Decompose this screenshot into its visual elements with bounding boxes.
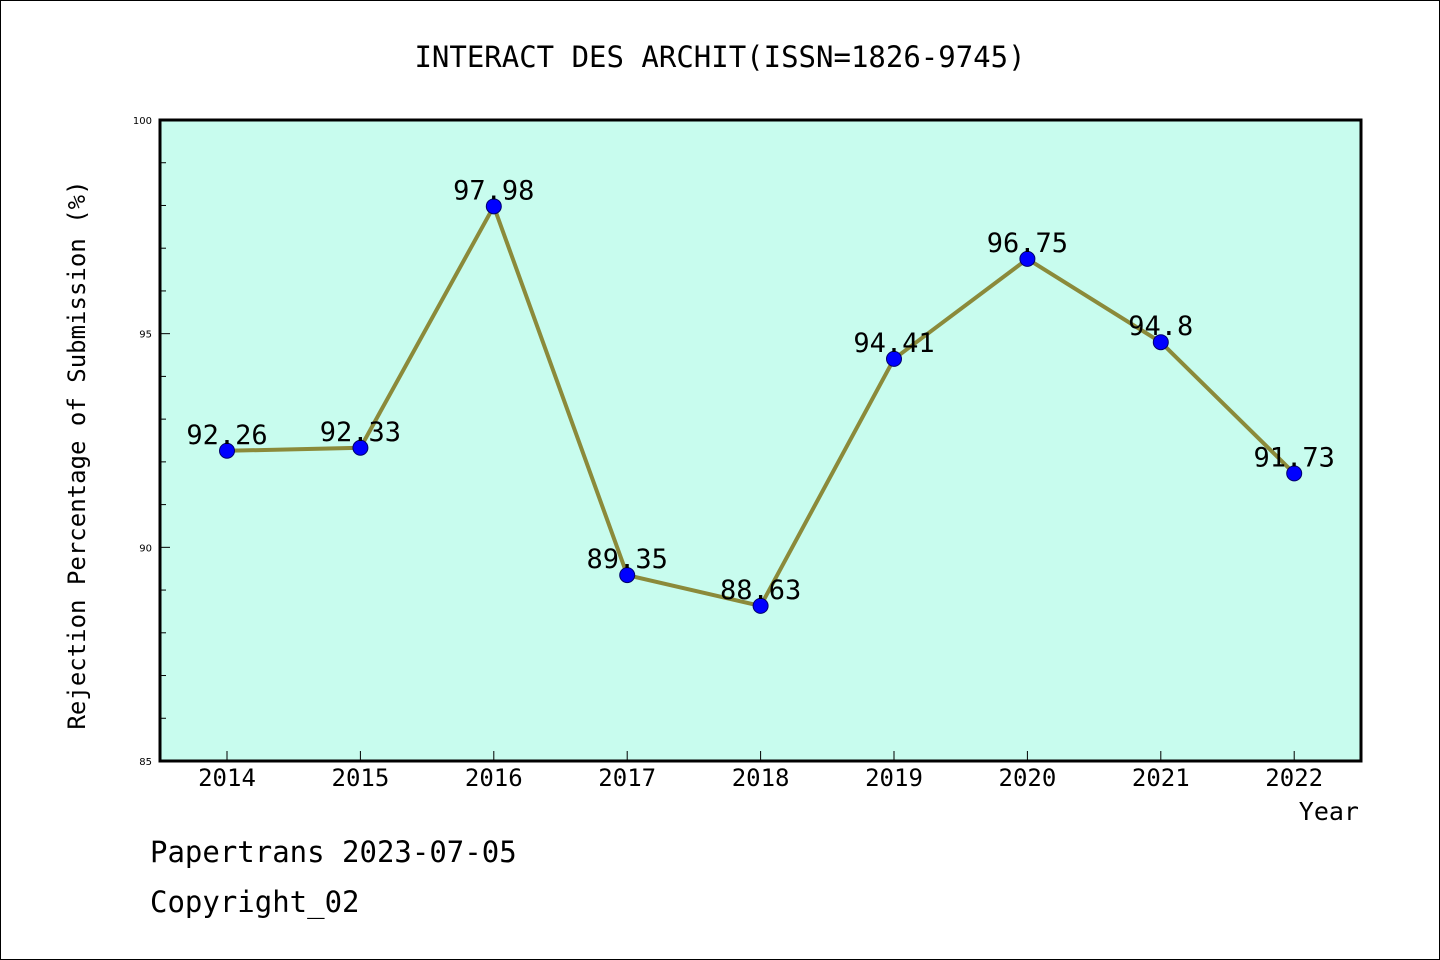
data-point [1152, 334, 1169, 351]
data-point [1286, 465, 1303, 482]
y-axis: 85 90 95 100 [133, 116, 170, 768]
x-tick-label: 2016 [465, 764, 523, 792]
x-tick-label: 2015 [332, 764, 390, 792]
x-tick-label: 2020 [999, 764, 1057, 792]
x-tick-label: 2017 [598, 764, 656, 792]
data-label: 97.98 [453, 175, 534, 206]
x-tick-label: 2021 [1132, 764, 1190, 792]
data-point [619, 567, 636, 584]
data-point [219, 442, 235, 459]
data-label: 89.35 [587, 544, 668, 575]
data-label: 92.33 [320, 417, 401, 448]
y-tick-label: 90 [139, 543, 152, 554]
y-tick-label: 95 [139, 330, 152, 341]
data-point [752, 597, 769, 614]
data-markers [219, 198, 1303, 614]
footer-date: Papertrans 2023-07-05 [150, 835, 517, 869]
data-label: 96.75 [987, 228, 1068, 259]
data-point [352, 439, 369, 456]
x-axis-label: Year [1299, 797, 1359, 826]
data-label: 91.73 [1254, 442, 1335, 473]
y-axis-label: Rejection Percentage of Submission (%) [63, 180, 91, 729]
data-label: 92.26 [186, 420, 267, 451]
x-axis: 2014 2015 2016 2017 2018 2019 2020 2021 2022 [198, 751, 1323, 792]
x-tick-label: 2014 [198, 764, 256, 792]
data-label: 88.63 [720, 575, 801, 606]
data-label: 94.8 [1128, 311, 1193, 342]
y-tick-label: 100 [133, 116, 152, 127]
data-point [1019, 250, 1036, 267]
x-tick-label: 2022 [1265, 764, 1323, 792]
data-label: 94.41 [853, 328, 934, 359]
data-point [886, 350, 902, 367]
data-point [485, 198, 502, 215]
footer-copyright: Copyright_02 [150, 885, 360, 919]
y-tick-label: 85 [139, 757, 152, 768]
data-labels: 92.26 92.33 97.98 89.35 88.63 94.41 96.75 94.8 9… [186, 175, 1334, 606]
x-tick-label: 2019 [865, 764, 923, 792]
x-tick-label: 2018 [732, 764, 790, 792]
chart-title: INTERACT DES ARCHIT(ISSN=1826-9745) [414, 40, 1025, 74]
